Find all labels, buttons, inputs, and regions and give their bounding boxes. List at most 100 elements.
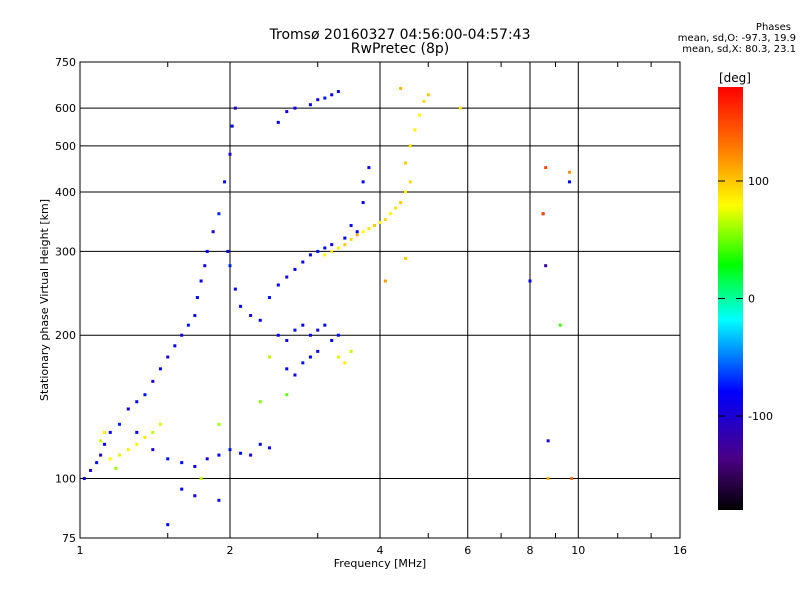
o-trace-point <box>151 448 155 452</box>
o-trace-point <box>276 120 280 124</box>
x-trace-point <box>126 448 130 452</box>
o-trace-point <box>228 264 232 268</box>
o-trace-point <box>249 453 253 457</box>
o-trace-point <box>330 338 334 342</box>
x-trace-point <box>367 227 371 231</box>
o-trace-point <box>239 451 243 455</box>
o-trace-point <box>316 98 320 102</box>
x-tick-label: 1 <box>77 544 84 557</box>
x-trace-point <box>99 439 103 443</box>
x-trace-point <box>336 355 340 359</box>
x-tick-label: 2 <box>227 544 234 557</box>
o-trace-point <box>285 110 289 114</box>
o-trace-point <box>226 249 230 253</box>
o-trace-point <box>249 314 253 318</box>
x-trace-point <box>135 442 139 446</box>
x-trace-point <box>217 422 221 426</box>
o-trace-point <box>135 400 139 404</box>
x-trace-point <box>399 201 403 205</box>
o-trace-point <box>367 166 371 170</box>
x-trace-point <box>158 422 162 426</box>
grid-lines <box>80 62 680 538</box>
x-trace-point <box>151 430 155 434</box>
x-trace-point <box>143 435 147 439</box>
o-trace-point <box>239 304 243 308</box>
o-trace-point <box>205 457 209 461</box>
x-trace-point <box>458 106 462 110</box>
o-trace-point <box>528 279 532 283</box>
y-tick-label: 400 <box>55 186 76 199</box>
x-trace-point <box>383 279 387 283</box>
o-trace-point <box>276 283 280 287</box>
o-trace-point <box>223 180 227 184</box>
x-trace-point <box>114 466 118 470</box>
o-trace-point <box>336 90 340 94</box>
x-trace-point <box>408 180 412 184</box>
o-trace-point <box>316 328 320 332</box>
o-trace-point <box>193 314 197 318</box>
o-trace-point <box>173 344 177 348</box>
x-trace-point <box>117 453 121 457</box>
o-trace-point <box>316 249 320 253</box>
x-trace-point <box>399 86 403 90</box>
chart-subtitle: RwPretec (8p) <box>350 41 450 57</box>
y-axis-label: Stationary phase Virtual Height [km] <box>38 199 51 401</box>
phase-x-stats: mean, sd,X: 80.3, 23.1 <box>682 44 796 55</box>
o-trace-point <box>258 318 262 322</box>
phase-statistics: Phases mean, sd,O: -97.3, 19.9 mean, sd,… <box>560 22 796 55</box>
o-trace-point <box>308 355 312 359</box>
colorbar-ticks: 100 0 -100 <box>718 175 773 423</box>
x-trace-point <box>541 212 545 216</box>
o-trace-point <box>99 453 103 457</box>
x-trace-point <box>343 361 347 365</box>
x-trace-point <box>373 224 377 228</box>
x-trace-point <box>394 206 398 210</box>
o-trace-point <box>126 407 130 411</box>
x-trace-point <box>330 249 334 253</box>
o-trace-point <box>361 201 365 205</box>
o-trace-point <box>330 93 334 97</box>
x-trace-point <box>343 243 347 247</box>
x-trace-point <box>417 113 421 117</box>
o-trace-point <box>301 323 305 327</box>
colorbar-tick-label: 0 <box>748 293 755 306</box>
y-tick-label: 100 <box>55 473 76 486</box>
o-trace-point <box>567 180 571 184</box>
o-trace-point <box>308 333 312 337</box>
o-trace-point <box>166 457 170 461</box>
o-trace-point <box>258 442 262 446</box>
o-trace-point <box>323 323 327 327</box>
x-trace-point <box>567 170 571 174</box>
x-trace-point <box>408 144 412 148</box>
o-trace-point <box>330 243 334 247</box>
o-trace-point <box>230 124 234 128</box>
o-trace-point <box>276 333 280 337</box>
x-trace-point <box>403 161 407 165</box>
o-trace-point <box>180 461 184 465</box>
x-axis-ticks: 1 2 4 6 8 10 16 <box>77 62 687 557</box>
x-tick-label: 16 <box>673 544 687 557</box>
o-trace-point <box>143 393 147 397</box>
x-trace-point <box>108 457 112 461</box>
x-tick-label: 6 <box>464 544 471 557</box>
o-trace-point <box>349 224 353 228</box>
o-trace-point <box>95 461 99 465</box>
o-trace-point <box>151 379 155 383</box>
o-trace-point <box>217 498 221 502</box>
y-tick-label: 600 <box>55 102 76 115</box>
x-tick-label: 10 <box>571 544 585 557</box>
chart-title: Tromsø 20160327 04:56:00-04:57:43 <box>269 27 531 43</box>
o-trace-point <box>301 260 305 264</box>
o-trace-point <box>211 230 215 234</box>
o-trace-point <box>180 333 184 337</box>
o-trace-point <box>544 264 548 268</box>
y-axis-ticks: 75 100 200 300 400 500 600 750 <box>55 56 76 545</box>
o-trace-point <box>228 448 232 452</box>
o-trace-point <box>546 439 550 443</box>
x-trace-point <box>413 128 417 132</box>
o-trace-point <box>158 367 162 371</box>
o-trace-point <box>203 264 207 268</box>
colorbar-label: [deg] <box>719 71 751 85</box>
o-trace-point <box>195 296 199 300</box>
